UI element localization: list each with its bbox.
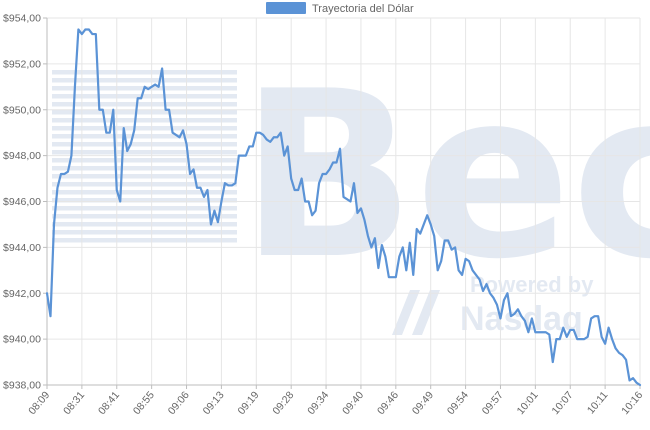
watermark-stripe [52, 238, 237, 243]
series [45, 28, 642, 387]
watermark-brand-text: Bec [240, 43, 650, 310]
watermark-stripe [52, 206, 237, 211]
x-tick-label: 10:11 [585, 389, 611, 416]
y-tick-label: $944,00 [3, 242, 41, 254]
watermark-stripe [52, 134, 237, 139]
y-axis-ticks: $938,00 $940,00 $942,00 $944,00 $946,00 $948,… [3, 13, 47, 392]
y-tick-label: $952,00 [3, 58, 41, 70]
watermark-stripe [52, 230, 237, 235]
x-tick-label: 09:57 [480, 389, 506, 417]
x-tick-label: 08:31 [61, 389, 87, 417]
watermark-stripe [52, 118, 237, 123]
x-axis-ticks: 08:09 08:31 08:41 08:55 09:06 09:13 09:19 09:28… [26, 385, 645, 417]
watermark-stripe [52, 70, 237, 75]
x-tick-label: 08:09 [26, 389, 52, 417]
x-tick-label: 10:07 [549, 389, 575, 417]
y-tick-label: $948,00 [3, 150, 41, 162]
watermark-nasdaq-logo [392, 290, 440, 335]
legend-swatch[interactable] [266, 2, 306, 14]
watermark-stripe [52, 142, 237, 147]
x-tick-label: 09:54 [445, 389, 471, 417]
watermark-stripe [52, 182, 237, 187]
x-tick-label: 09:40 [340, 389, 366, 417]
watermark-stripe [52, 190, 237, 195]
x-tick-label: 09:13 [201, 389, 227, 417]
legend-label[interactable]: Trayectoria del Dólar [312, 3, 414, 15]
watermark-stripe [52, 158, 237, 163]
x-tick-label: 10:01 [515, 389, 541, 417]
x-tick-label: 09:19 [236, 389, 262, 417]
watermark-stripe [52, 222, 237, 227]
series-line-trayectoria-dolar[interactable] [45, 28, 642, 387]
watermark-stripe [52, 166, 237, 171]
watermark-stripe [52, 174, 237, 179]
y-tick-label: $938,00 [3, 380, 41, 392]
watermark-stripe [52, 78, 237, 83]
x-tick-label: 08:41 [96, 389, 122, 417]
y-tick-label: $950,00 [3, 104, 41, 116]
legend[interactable]: Trayectoria del Dólar [266, 2, 414, 15]
watermark-stripe [52, 198, 237, 203]
watermark-stripes [52, 70, 237, 243]
y-tick-label: $940,00 [3, 334, 41, 346]
x-tick-label: 08:55 [131, 389, 157, 417]
x-tick-label: 10:16 [619, 389, 645, 417]
y-tick-label: $954,00 [3, 13, 41, 25]
x-tick-label: 09:34 [305, 389, 331, 417]
y-tick-label: $942,00 [3, 288, 41, 300]
watermark-stripe [52, 102, 237, 107]
watermark-stripe [52, 126, 237, 131]
watermark-stripe [52, 94, 237, 99]
x-tick-label: 09:28 [270, 389, 296, 417]
watermark-stripe [52, 150, 237, 155]
x-tick-label: 09:49 [410, 389, 436, 417]
watermark-stripe [52, 214, 237, 219]
y-tick-label: $946,00 [3, 196, 41, 208]
x-tick-label: 09:46 [375, 389, 401, 417]
watermark-stripe [52, 110, 237, 115]
x-tick-label: 09:06 [166, 389, 192, 417]
